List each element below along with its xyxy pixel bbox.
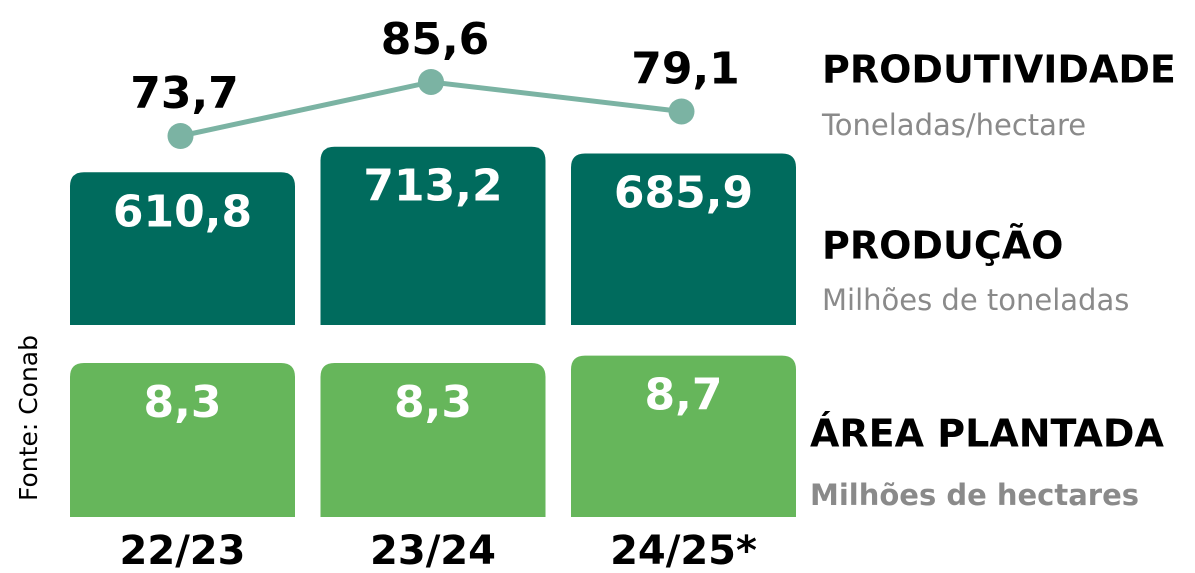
data-label: 713,2 [363,161,502,212]
series-unit: Milhões de toneladas [822,283,1129,317]
data-label: 8,7 [645,370,723,421]
point [418,68,444,95]
series-name: PRODUTIVIDADE [822,48,1176,92]
data-label: 79,1 [631,43,740,94]
series-unit: Milhões de hectares [810,478,1139,512]
bar [70,363,295,517]
series-name: ÁREA PLANTADA [810,412,1164,456]
source: Fonte: Conab [14,335,43,501]
x-tick-label: 24/25* [610,528,757,573]
bar [320,363,546,517]
bar [571,153,796,325]
data-label: 85,6 [381,14,490,65]
bar [571,355,796,517]
point [167,123,194,149]
x-tick-label: 23/24 [370,528,496,573]
series-name: PRODUÇÃO [822,224,1063,268]
point [668,98,695,125]
bar [70,172,295,325]
data-label: 8,3 [144,377,222,428]
series-unit: Toneladas/hectare [821,108,1086,142]
x-tick-label: 22/23 [120,528,246,573]
bar [320,146,546,325]
data-label: 73,7 [130,68,239,119]
data-label: 8,3 [394,377,472,428]
data-label: 685,9 [614,168,753,219]
data-label: 610,8 [113,186,252,237]
